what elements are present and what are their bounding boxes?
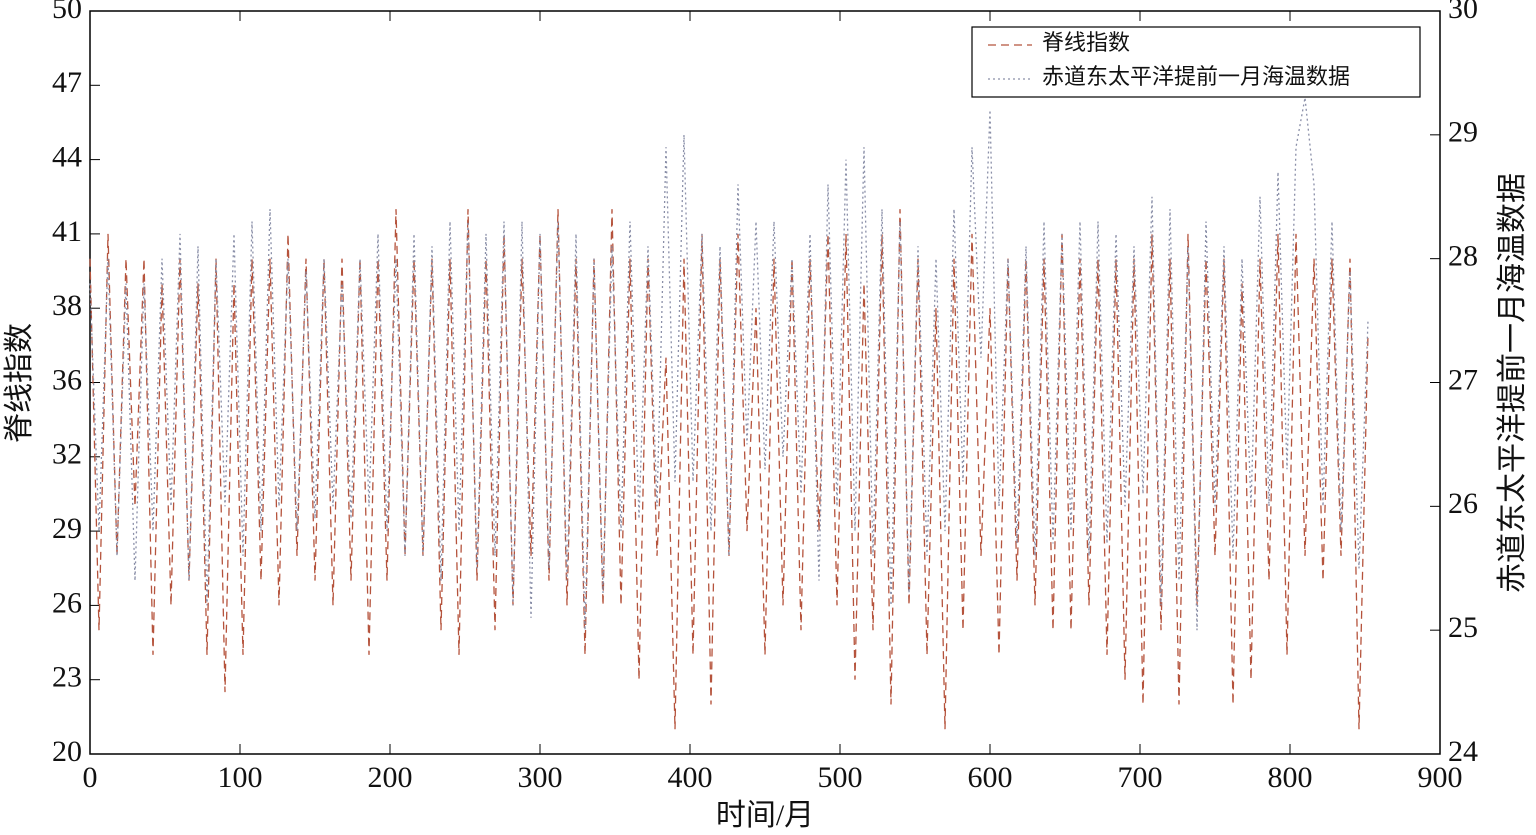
legend-label: 赤道东太平洋提前一月海温数据 bbox=[1042, 64, 1350, 89]
y2-tick-label: 30 bbox=[1448, 0, 1478, 25]
x-tick-label: 500 bbox=[818, 761, 863, 794]
x-tick-label: 400 bbox=[668, 761, 713, 794]
y2-tick-label: 25 bbox=[1448, 611, 1478, 644]
x-tick-label: 200 bbox=[368, 761, 413, 794]
series-line bbox=[89, 209, 1369, 730]
y2-tick-label: 26 bbox=[1448, 487, 1478, 520]
x-tick-label: 100 bbox=[218, 761, 263, 794]
x-tick-label: 0 bbox=[83, 761, 98, 794]
x-axis-label: 时间/月 bbox=[716, 799, 814, 832]
y-tick-label: 41 bbox=[52, 215, 82, 248]
y-tick-label: 29 bbox=[52, 512, 82, 545]
y-tick-label: 47 bbox=[52, 66, 82, 99]
y-tick-label: 44 bbox=[52, 140, 82, 173]
legend-label: 脊线指数 bbox=[1042, 30, 1130, 55]
y-tick-label: 26 bbox=[52, 586, 82, 619]
y2-tick-label: 28 bbox=[1448, 240, 1478, 273]
y-tick-label: 38 bbox=[52, 289, 82, 322]
y-tick-label: 20 bbox=[52, 735, 82, 768]
legend-box bbox=[971, 26, 1421, 98]
y2-tick-label: 24 bbox=[1448, 735, 1478, 768]
x-tick-label: 900 bbox=[1418, 761, 1463, 794]
y2-tick-label: 29 bbox=[1448, 116, 1478, 149]
y2-tick-label: 27 bbox=[1448, 363, 1478, 396]
x-tick-label: 600 bbox=[968, 761, 1013, 794]
y-tick-label: 32 bbox=[52, 438, 82, 471]
y-tick-label: 50 bbox=[52, 0, 82, 25]
y-tick-label: 23 bbox=[52, 661, 82, 694]
y2-axis-label: 赤道东太平洋提前一月海温数据 bbox=[1496, 173, 1529, 593]
y-axis-label: 脊线指数 bbox=[3, 323, 36, 443]
y-tick-label: 36 bbox=[52, 363, 82, 396]
x-tick-label: 800 bbox=[1268, 761, 1313, 794]
x-tick-label: 700 bbox=[1118, 761, 1163, 794]
x-tick-label: 300 bbox=[518, 761, 563, 794]
